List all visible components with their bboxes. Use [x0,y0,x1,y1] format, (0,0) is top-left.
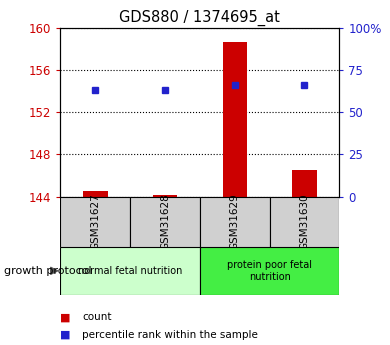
Text: percentile rank within the sample: percentile rank within the sample [82,330,258,339]
Bar [223,42,247,197]
Bar [292,170,317,197]
Text: protein poor fetal
nutrition: protein poor fetal nutrition [227,260,312,282]
Text: GSM31629: GSM31629 [230,193,240,250]
Text: normal fetal nutrition: normal fetal nutrition [78,266,183,276]
Text: GSM31627: GSM31627 [90,193,100,250]
Title: GDS880 / 1374695_at: GDS880 / 1374695_at [119,10,280,26]
Text: GSM31628: GSM31628 [160,193,170,250]
Bar [153,195,177,197]
Text: ■: ■ [60,313,71,322]
Bar [60,247,200,295]
Bar [200,197,269,247]
Text: GSM31630: GSM31630 [300,193,309,250]
Bar [200,247,339,295]
Text: count: count [82,313,112,322]
Text: ■: ■ [60,330,71,339]
Bar [130,197,200,247]
Bar [269,197,339,247]
Bar [83,191,108,197]
Text: growth protocol: growth protocol [4,266,92,276]
Bar [60,197,130,247]
